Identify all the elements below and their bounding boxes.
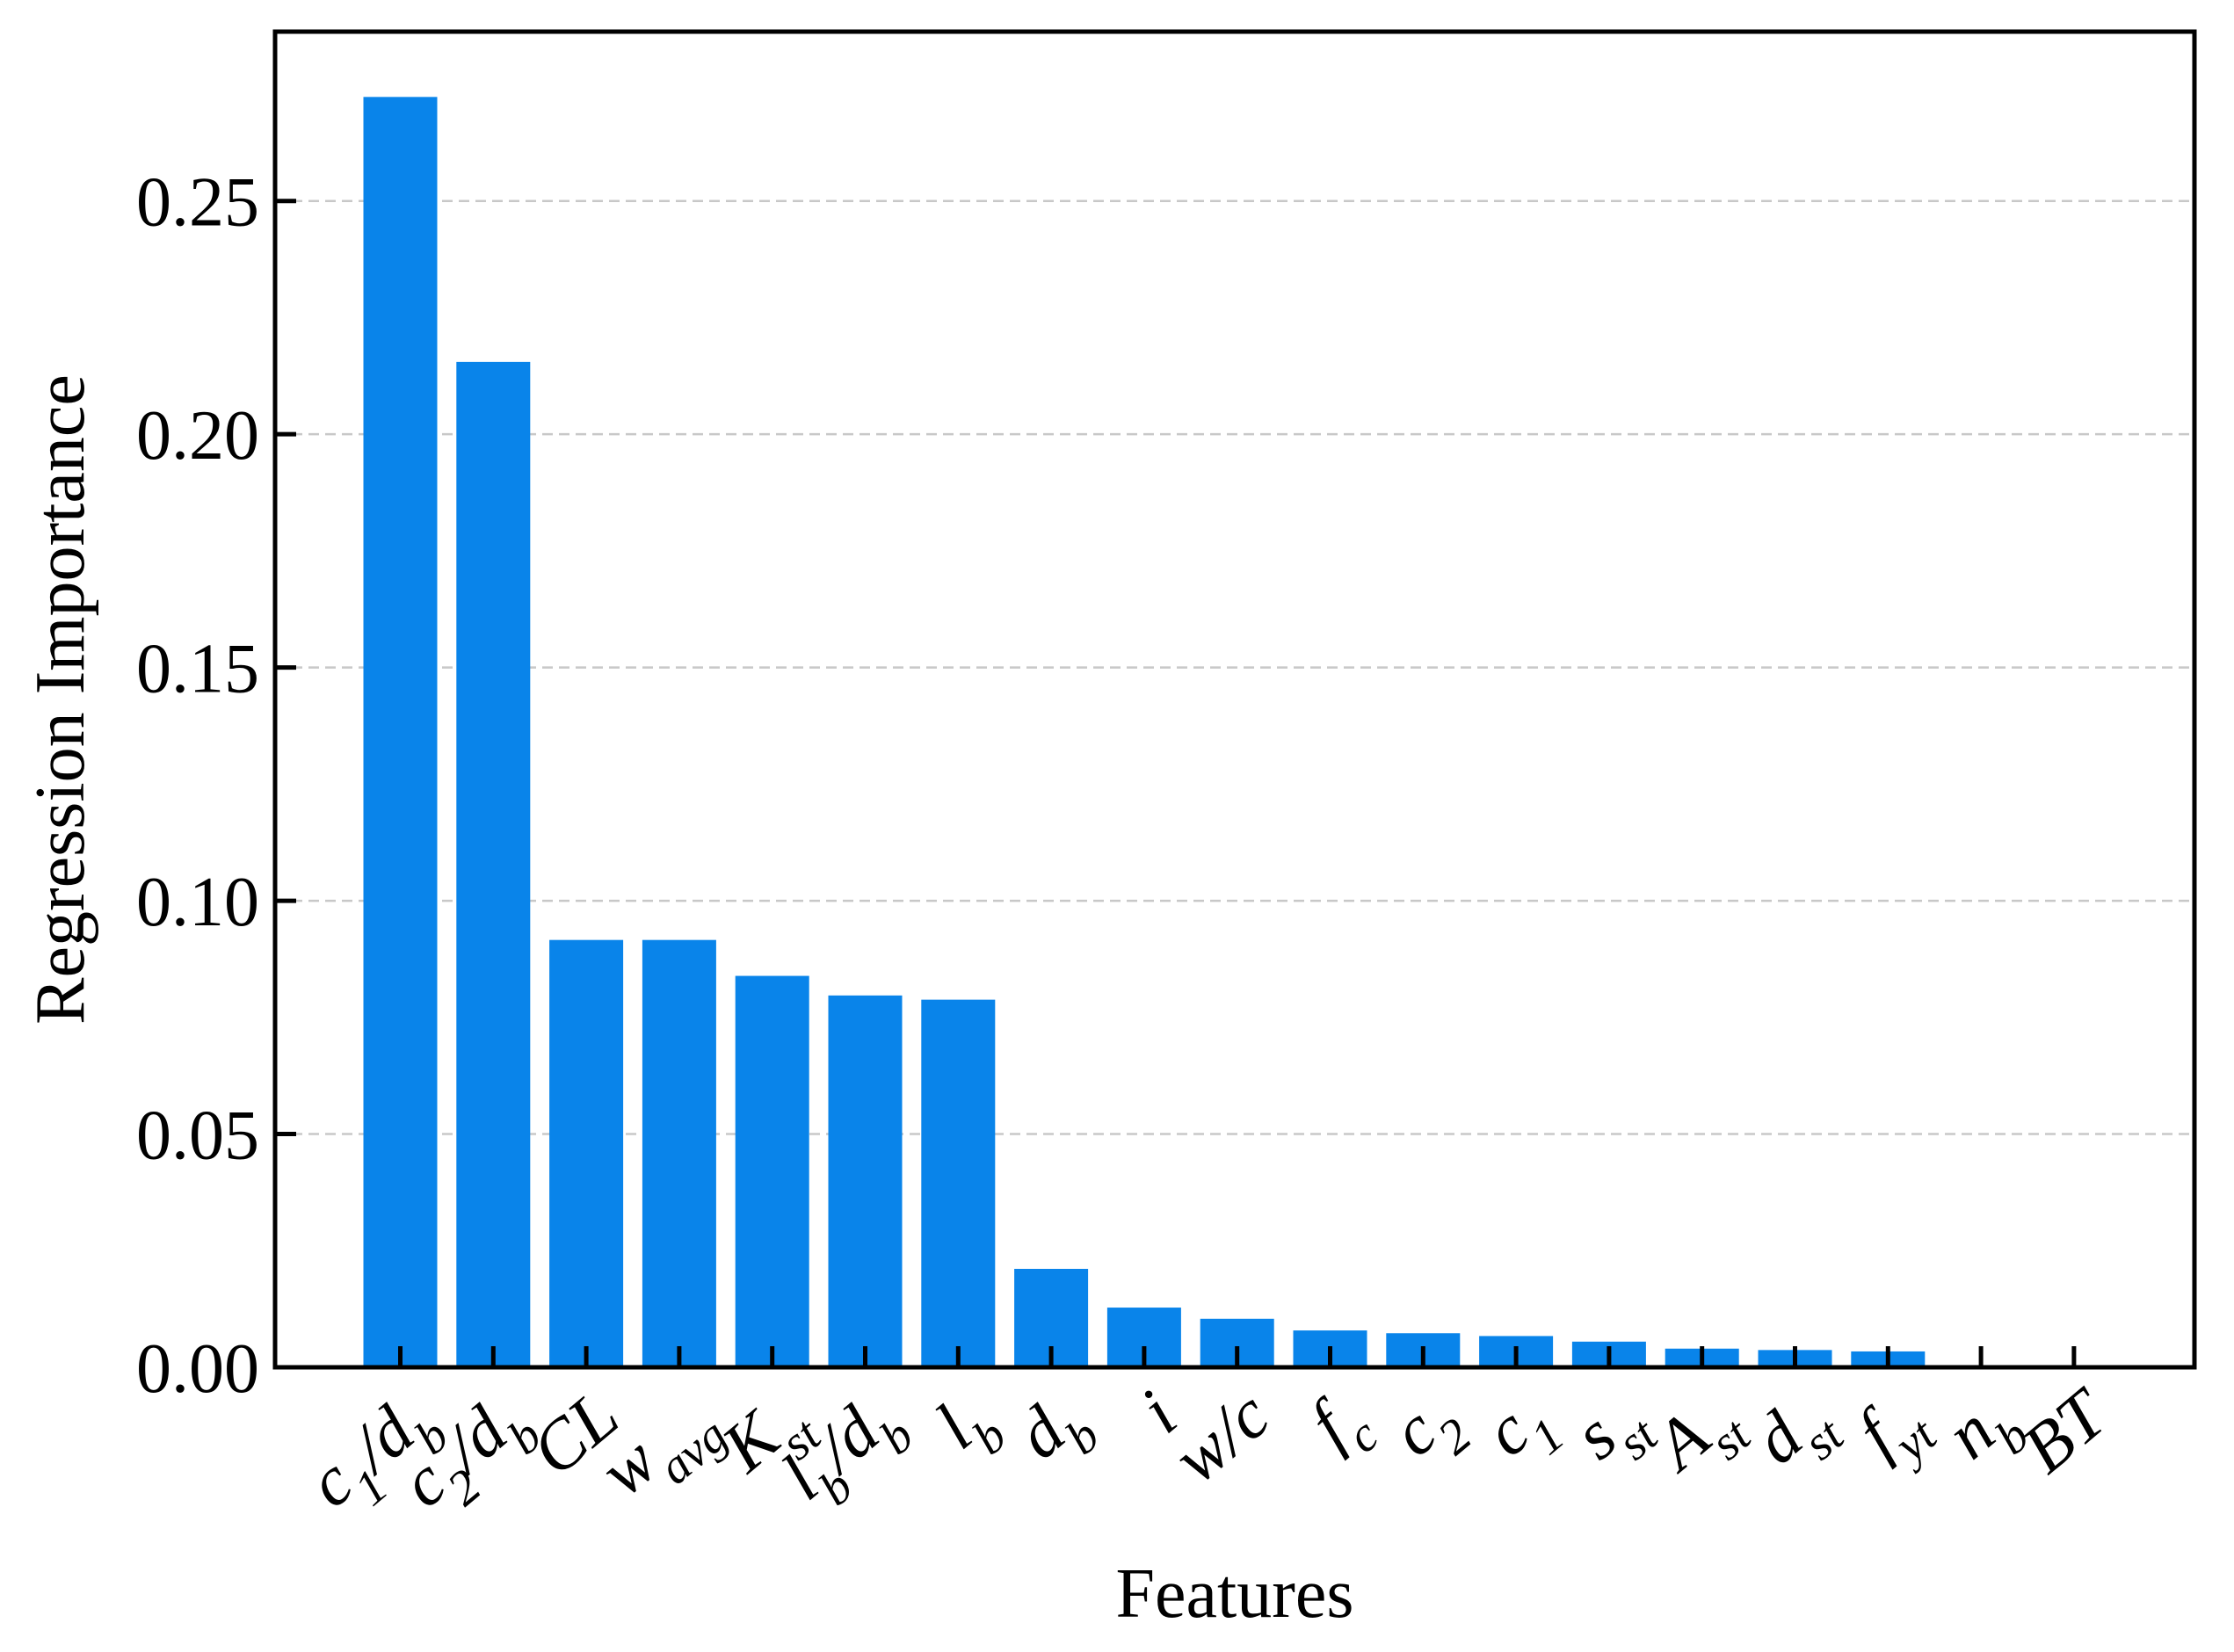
bar: [921, 999, 996, 1367]
bar: [456, 361, 531, 1367]
bar: [363, 97, 438, 1367]
x-tick-label: lb: [922, 1376, 1017, 1477]
x-tick-label: c1: [1470, 1376, 1574, 1485]
bar: [735, 975, 809, 1367]
x-tick-label: w/c: [1159, 1376, 1284, 1498]
y-tick-label: 0.25: [136, 164, 259, 242]
x-tick-label: BT: [2008, 1373, 2124, 1489]
x-tick-label: db: [1003, 1376, 1110, 1488]
y-tick-label: 0.20: [136, 397, 259, 475]
y-axis-title: Regression Importance: [22, 374, 99, 1025]
y-tick-label: 0.00: [136, 1330, 259, 1408]
y-tick-label: 0.10: [136, 864, 259, 941]
x-axis-title: Features: [1115, 1555, 1353, 1633]
x-tick-label: c2/db: [387, 1376, 552, 1536]
plot-frame: [272, 29, 2197, 1370]
bar: [828, 995, 903, 1367]
x-tick-label: fyt: [1843, 1376, 1947, 1485]
x-tick-label: dst: [1740, 1376, 1854, 1494]
y-tick-label: 0.05: [136, 1098, 259, 1175]
x-tick-label: fc: [1295, 1376, 1389, 1475]
x-tick-label: wavg: [586, 1376, 738, 1525]
bar: [549, 939, 624, 1367]
y-tick-label: 0.15: [136, 631, 259, 708]
x-tick-label: c2: [1377, 1376, 1481, 1485]
bar: [642, 939, 716, 1367]
x-tick-label: Ast: [1638, 1376, 1762, 1502]
